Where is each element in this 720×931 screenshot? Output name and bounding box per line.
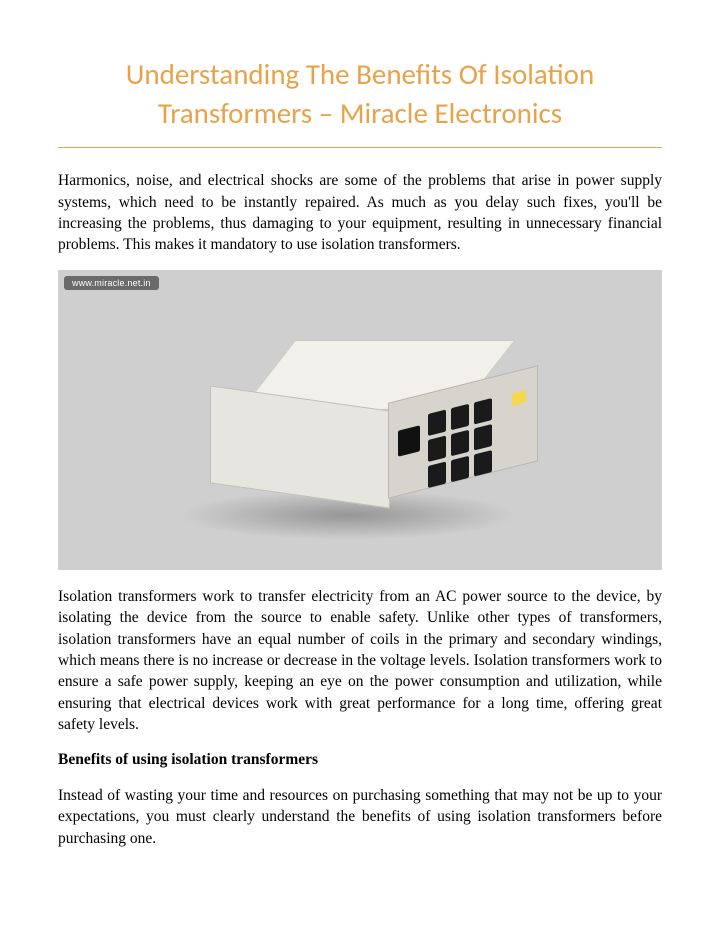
power-inlet-icon xyxy=(398,425,420,456)
intro-paragraph: Harmonics, noise, and electrical shocks … xyxy=(58,170,662,256)
product-image: www.miracle.net.in xyxy=(58,270,662,570)
socket-icon xyxy=(451,404,469,430)
socket-icon xyxy=(474,424,492,450)
isolation-transformer-illustration xyxy=(228,340,498,520)
title-divider xyxy=(58,147,662,148)
socket-icon xyxy=(474,398,492,424)
socket-icon xyxy=(451,430,469,456)
socket-grid xyxy=(428,398,492,488)
socket-icon xyxy=(428,435,446,461)
benefits-intro-paragraph: Instead of wasting your time and resourc… xyxy=(58,785,662,849)
socket-icon xyxy=(474,450,492,476)
page-title: Understanding The Benefits Of Isolation … xyxy=(58,55,662,133)
benefits-heading: Benefits of using isolation transformers xyxy=(58,749,662,770)
socket-icon xyxy=(428,409,446,435)
socket-icon xyxy=(428,461,446,487)
socket-icon xyxy=(451,456,469,482)
image-watermark: www.miracle.net.in xyxy=(64,276,159,290)
explanation-paragraph: Isolation transformers work to transfer … xyxy=(58,586,662,736)
